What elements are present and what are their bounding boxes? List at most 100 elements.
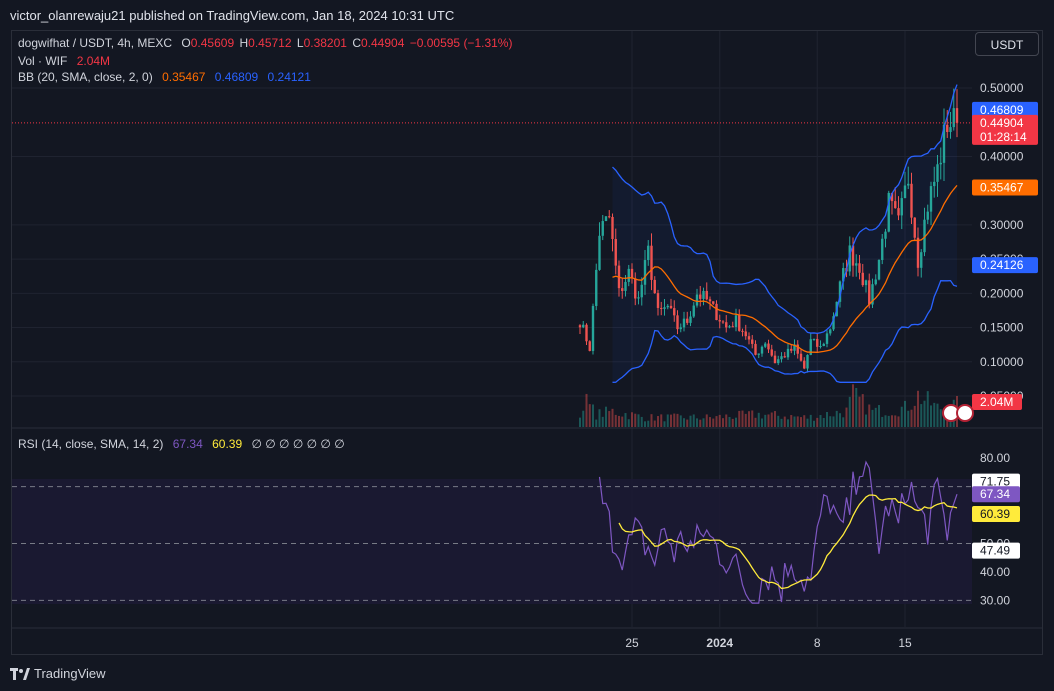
candle-body <box>923 219 926 253</box>
candles <box>578 88 959 373</box>
volume-bar <box>650 414 653 427</box>
price-tick-label: 0.50000 <box>980 81 1024 95</box>
volume-bar <box>848 396 851 427</box>
bb-title[interactable]: BB (20, SMA, close, 2, 0) <box>18 70 153 84</box>
rsi-title[interactable]: RSI (14, close, SMA, 14, 2) <box>18 437 164 451</box>
volume-title[interactable]: Vol · WIF <box>18 54 68 68</box>
volume-bar <box>871 409 874 427</box>
bb-upper-line <box>612 84 958 335</box>
volume-bar <box>933 402 936 427</box>
volume-bar <box>904 400 906 427</box>
bb-basis-value: 0.35467 <box>162 70 206 84</box>
volume-bar <box>683 418 685 427</box>
volume-bar <box>764 414 767 427</box>
candle-body <box>858 263 861 273</box>
volume-bar <box>715 416 718 427</box>
candle-body <box>595 269 598 306</box>
candle-body <box>689 316 692 323</box>
volume-bar <box>631 412 633 427</box>
volume-bar <box>709 417 711 427</box>
symbol-title[interactable]: dogwifhat / USDT, 4h, MEXC <box>18 36 173 50</box>
close-label: C <box>352 36 361 50</box>
candle-body <box>936 164 939 182</box>
volume-bar <box>767 414 770 427</box>
volume-bar <box>855 387 858 427</box>
volume-bar <box>774 411 776 427</box>
candle-body <box>939 162 942 165</box>
volume-bar <box>926 391 929 427</box>
candle-body <box>897 208 900 216</box>
volume-bar <box>910 409 913 427</box>
rsi-ma-line <box>618 494 958 590</box>
volume-bar <box>754 417 757 427</box>
price-tick-label: 0.30000 <box>980 218 1024 232</box>
rsi-label-text: 67.34 <box>980 487 1010 501</box>
volume-bar <box>728 416 731 427</box>
candle-body <box>725 322 728 328</box>
candle-body <box>946 124 949 133</box>
volume-bar <box>878 405 880 427</box>
low-label: L <box>296 36 304 50</box>
bb-upper-value: 0.46809 <box>214 70 259 84</box>
volume-bar <box>670 414 672 427</box>
volume-bar <box>722 418 724 427</box>
volume-bar <box>787 419 789 427</box>
volume-bar <box>605 406 607 427</box>
volume-bar <box>874 407 877 427</box>
rsi-tick-label: 40.00 <box>980 565 1010 579</box>
price-label-box <box>972 114 1038 145</box>
candle-body <box>910 183 913 218</box>
volume-bar <box>832 416 835 427</box>
candle-body <box>760 346 764 354</box>
candle-body <box>660 307 663 309</box>
price-tick-label: 0.15000 <box>980 321 1024 335</box>
volume-bar <box>803 415 806 427</box>
candle-body <box>767 343 770 350</box>
rsi-tick-label: 80.00 <box>980 451 1010 465</box>
volume-bar <box>757 412 760 427</box>
volume-bar <box>725 414 728 427</box>
volume-bar <box>738 410 741 427</box>
rsi-label-text: 47.49 <box>980 544 1010 558</box>
candle-body <box>653 279 656 294</box>
candle-body <box>650 245 653 280</box>
candle-body <box>871 284 874 305</box>
high-value: 0.45712 <box>248 36 292 50</box>
rsi-label-text: 71.75 <box>980 475 1010 489</box>
open-value: 0.45609 <box>190 36 235 50</box>
rsi-empty-values: ∅ ∅ ∅ ∅ ∅ ∅ ∅ <box>251 437 345 451</box>
bb-legend: BB (20, SMA, close, 2, 0) 0.35467 0.4680… <box>18 70 313 84</box>
volume-bar <box>718 414 721 427</box>
volume-bar <box>829 416 832 427</box>
candle-body <box>933 181 936 187</box>
candle-body <box>663 307 666 309</box>
volume-bar <box>900 406 903 427</box>
candle-body <box>764 343 767 347</box>
time-axis: 25 2024 8 15 <box>625 636 912 650</box>
candle-body <box>647 245 650 261</box>
candle-body <box>842 268 845 282</box>
volume-bar <box>930 405 932 427</box>
volume-bar <box>673 413 676 427</box>
candle-body <box>669 305 673 309</box>
candle-body <box>952 108 955 128</box>
candle-body <box>855 263 858 266</box>
volume-bar <box>861 394 864 427</box>
candle-body <box>949 127 952 133</box>
volume-label-text: 2.04M <box>980 395 1013 409</box>
volume-bar <box>806 418 809 427</box>
rsi-label-box <box>972 542 1020 559</box>
candle-body <box>582 324 585 328</box>
volume-bar <box>813 420 815 427</box>
currency-button[interactable]: USDT <box>975 32 1039 56</box>
candle-body <box>686 318 689 323</box>
low-value: 0.38201 <box>303 36 347 50</box>
volume-bar <box>705 414 708 427</box>
volume-bar <box>936 403 939 427</box>
candle-body <box>770 349 773 356</box>
bb-fill-area <box>612 84 957 383</box>
candle-body <box>656 293 660 308</box>
high-label: H <box>239 36 249 50</box>
flag-icons[interactable] <box>942 404 974 422</box>
